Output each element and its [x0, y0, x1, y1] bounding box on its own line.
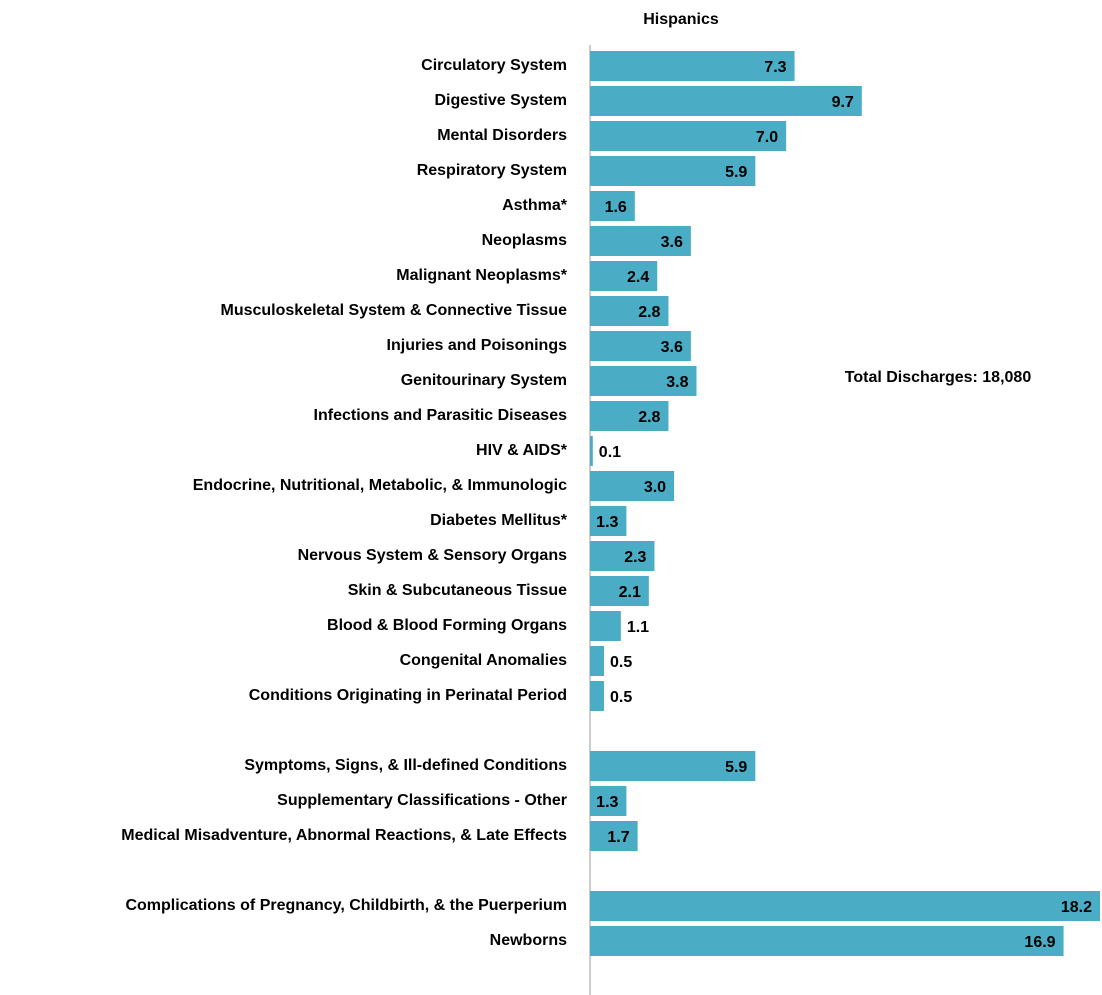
category-label: Medical Misadventure, Abnormal Reactions…	[121, 827, 567, 844]
bar	[590, 576, 649, 606]
value-label: 7.0	[756, 129, 778, 146]
value-label: 1.7	[607, 829, 629, 846]
value-label: 1.3	[596, 794, 618, 811]
bar	[590, 226, 691, 256]
category-label: Circulatory System	[421, 57, 567, 74]
value-label: 9.7	[832, 94, 854, 111]
bar	[590, 646, 605, 676]
bar	[590, 926, 1064, 956]
bar	[590, 471, 675, 501]
value-label: 16.9	[1024, 934, 1055, 951]
category-label: Digestive System	[434, 92, 567, 109]
category-label: Neoplasms	[482, 232, 567, 249]
value-label: 0.5	[610, 654, 632, 671]
bar	[590, 611, 621, 641]
category-label: Diabetes Mellitus*	[430, 512, 568, 529]
value-label: 3.6	[661, 234, 683, 251]
category-label: Newborns	[490, 932, 567, 949]
category-label: Complications of Pregnancy, Childbirth, …	[125, 897, 567, 914]
category-label: Skin & Subcutaneous Tissue	[348, 582, 567, 599]
annotation: Total Discharges: 18,080	[845, 369, 1032, 386]
value-label: 2.8	[638, 304, 660, 321]
value-label: 2.4	[627, 269, 649, 286]
bar	[590, 366, 697, 396]
bar	[590, 121, 787, 151]
value-label: 1.1	[627, 619, 649, 636]
bar	[590, 51, 795, 81]
value-label: 3.8	[666, 374, 688, 391]
bar	[590, 401, 669, 431]
category-label: Nervous System & Sensory Organs	[298, 547, 568, 564]
value-label: 18.2	[1061, 899, 1092, 916]
category-label: Supplementary Classifications - Other	[277, 792, 567, 809]
category-label: Asthma*	[502, 197, 568, 214]
value-label: 1.6	[605, 199, 627, 216]
category-label: Mental Disorders	[437, 127, 567, 144]
bar	[590, 331, 691, 361]
value-label: 5.9	[725, 759, 747, 776]
value-label: 5.9	[725, 164, 747, 181]
category-label: Conditions Originating in Perinatal Peri…	[249, 687, 567, 704]
bar	[590, 261, 658, 291]
bar	[590, 821, 638, 851]
bar	[590, 786, 627, 816]
category-label: Genitourinary System	[401, 372, 567, 389]
value-label: 2.8	[638, 409, 660, 426]
bar	[590, 436, 593, 466]
category-label: Symptoms, Signs, & Ill-defined Condition…	[244, 757, 567, 774]
bar	[590, 296, 669, 326]
category-label: Musculoskeletal System & Connective Tiss…	[221, 302, 568, 319]
bar	[590, 541, 655, 571]
category-label: HIV & AIDS*	[476, 442, 568, 459]
value-label: 1.3	[596, 514, 618, 531]
category-label: Malignant Neoplasms*	[396, 267, 567, 284]
value-label: 7.3	[764, 59, 786, 76]
category-label: Infections and Parasitic Diseases	[314, 407, 568, 424]
value-label: 3.0	[644, 479, 666, 496]
bar	[590, 891, 1100, 921]
bar	[590, 86, 862, 116]
bar	[590, 751, 756, 781]
category-label: Congenital Anomalies	[400, 652, 568, 669]
bar	[590, 156, 756, 186]
value-label: 2.3	[624, 549, 646, 566]
category-label: Injuries and Poisonings	[387, 337, 568, 354]
value-label: 3.6	[661, 339, 683, 356]
bar	[590, 506, 627, 536]
category-label: Blood & Blood Forming Organs	[327, 617, 567, 634]
value-label: 0.5	[610, 689, 632, 706]
value-label: 0.1	[599, 444, 621, 461]
category-label: Respiratory System	[417, 162, 567, 179]
bar	[590, 191, 635, 221]
category-label: Endocrine, Nutritional, Metabolic, & Imm…	[193, 477, 567, 494]
bar	[590, 681, 605, 711]
chart-title: Hispanics	[643, 11, 719, 28]
value-label: 2.1	[619, 584, 641, 601]
